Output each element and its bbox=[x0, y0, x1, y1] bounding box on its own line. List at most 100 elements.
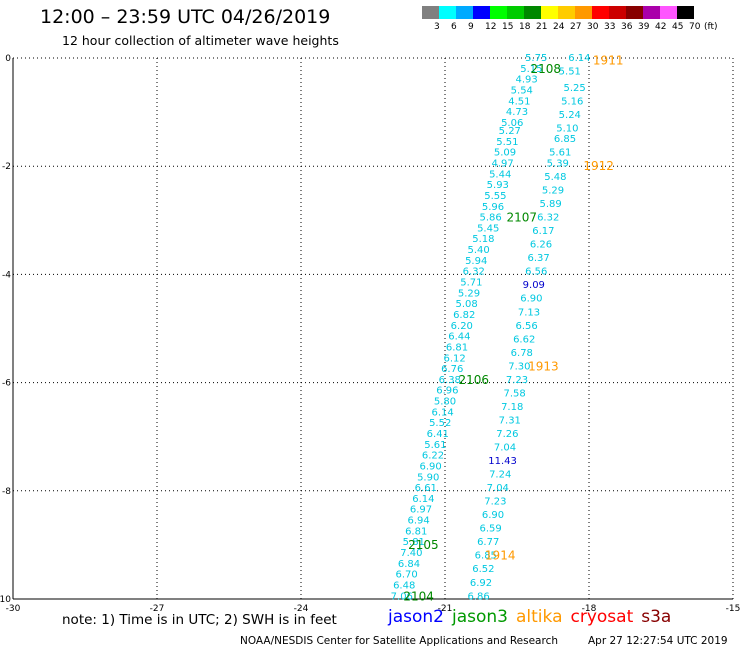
swh-value-label: 6.41 bbox=[427, 429, 449, 440]
scale-label: 3 bbox=[434, 22, 440, 32]
swh-value-label: 5.15 bbox=[520, 64, 542, 75]
swh-value-label: 5.16 bbox=[561, 96, 583, 107]
swh-value-label: 5.29 bbox=[542, 186, 564, 197]
swh-value-label: 5.27 bbox=[499, 126, 521, 137]
swh-value-label: 6.70 bbox=[395, 570, 417, 581]
swh-value-label: 6.14 bbox=[431, 407, 453, 418]
swh-value-label: 6.76 bbox=[441, 364, 463, 375]
swh-value-label: 5.08 bbox=[455, 299, 477, 310]
legend-altika: altika bbox=[516, 607, 563, 627]
swh-value-label: 7.40 bbox=[400, 548, 422, 559]
pass-time-label: 2106 bbox=[459, 373, 490, 387]
swh-value-label: 6.96 bbox=[436, 386, 458, 397]
swh-value-label: 4.97 bbox=[491, 158, 513, 169]
scale-label: 21 bbox=[536, 22, 548, 32]
swh-value-label: 5.25 bbox=[563, 83, 585, 94]
swh-value-label: 7.04 bbox=[487, 483, 509, 494]
swh-value-label: 5.75 bbox=[525, 53, 547, 64]
swh-value-label: 6.77 bbox=[477, 537, 499, 548]
pass-time-label: 2105 bbox=[408, 538, 439, 552]
swh-value-label: 6.81 bbox=[446, 342, 468, 353]
swh-value-label: 7.24 bbox=[489, 470, 511, 481]
scale-swatch-33 bbox=[592, 6, 609, 19]
swh-value-label: 5.55 bbox=[484, 191, 506, 202]
swh-value-label: 6.22 bbox=[422, 451, 444, 462]
swh-value-label: 5.51 bbox=[496, 137, 518, 148]
pass-time-label: 1913 bbox=[528, 359, 559, 373]
y-tick-label: -8 bbox=[2, 487, 11, 497]
credit-line: NOAA/NESDIS Center for Satellite Applica… bbox=[240, 635, 740, 647]
scale-swatch-24 bbox=[541, 6, 558, 19]
credit-source: NOAA/NESDIS Center for Satellite Applica… bbox=[240, 635, 558, 647]
swh-value-label: 5.09 bbox=[494, 148, 516, 159]
swh-value-label: 5.81 bbox=[403, 537, 425, 548]
scale-swatch-15 bbox=[490, 6, 507, 19]
swh-value-label: 5.86 bbox=[479, 213, 501, 224]
swh-value-label: 5.96 bbox=[482, 202, 504, 213]
swh-value-label: 5.90 bbox=[417, 472, 439, 483]
swh-value-label: 11.43 bbox=[488, 456, 517, 467]
legend-jason3: jason3 bbox=[452, 607, 508, 627]
swh-value-label: 6.90 bbox=[520, 294, 542, 305]
swh-value-label: 6.59 bbox=[479, 524, 501, 535]
swh-value-label: 5.93 bbox=[487, 180, 509, 191]
x-tick-label: -24 bbox=[294, 604, 309, 614]
scale-unit: (ft) bbox=[704, 22, 718, 32]
swh-value-label: 6.14 bbox=[412, 494, 434, 505]
swh-value-label: 7.26 bbox=[496, 429, 518, 440]
scale-swatch-45 bbox=[660, 6, 677, 19]
scale-swatch-12 bbox=[473, 6, 490, 19]
swh-value-label: 6.84 bbox=[398, 559, 420, 570]
scale-swatch-27 bbox=[558, 6, 575, 19]
chart-title: 12:00 – 23:59 UTC 04/26/2019 bbox=[40, 6, 331, 28]
swh-value-label: 7.23 bbox=[484, 497, 506, 508]
swh-value-label: 5.80 bbox=[434, 397, 456, 408]
scale-swatch-36 bbox=[609, 6, 626, 19]
swh-value-label: 6.17 bbox=[532, 226, 554, 237]
y-tick-label: -2 bbox=[2, 162, 11, 172]
swh-value-label: 6.56 bbox=[515, 321, 537, 332]
swh-value-label: 5.18 bbox=[472, 234, 494, 245]
scale-label: 42 bbox=[655, 22, 667, 32]
pass-time-label: 1912 bbox=[583, 159, 614, 173]
scale-label: 30 bbox=[587, 22, 599, 32]
pass-time-label: 1914 bbox=[485, 549, 516, 563]
swh-value-label: 6.90 bbox=[419, 461, 441, 472]
swh-value-label: 6.20 bbox=[451, 321, 473, 332]
scale-swatch-42 bbox=[643, 6, 660, 19]
swh-value-label: 6.92 bbox=[470, 578, 492, 589]
swh-value-label: 5.51 bbox=[559, 67, 581, 78]
swh-value-label: 4.93 bbox=[515, 75, 537, 86]
swh-value-label: 7.31 bbox=[499, 415, 521, 426]
swh-value-label: 7.58 bbox=[503, 388, 525, 399]
scale-label: 18 bbox=[519, 22, 531, 32]
credit-timestamp: Apr 27 12:27:54 UTC 2019 bbox=[588, 635, 728, 647]
swh-value-label: 6.12 bbox=[443, 353, 465, 364]
swh-value-label: 6.44 bbox=[448, 332, 470, 343]
swh-value-label: 6.90 bbox=[482, 510, 504, 521]
scale-swatch-30 bbox=[575, 6, 592, 19]
scale-swatch-70 bbox=[677, 6, 694, 19]
x-tick-label: -15 bbox=[726, 604, 740, 614]
scale-label: 39 bbox=[638, 22, 650, 32]
y-tick-label: -10 bbox=[0, 595, 11, 605]
scale-swatch-18 bbox=[507, 6, 524, 19]
scale-swatch-3 bbox=[422, 6, 439, 19]
swh-value-label: 6.32 bbox=[537, 213, 559, 224]
swh-value-label: 4.73 bbox=[506, 107, 528, 118]
swh-value-label: 6.37 bbox=[527, 253, 549, 264]
legend-jason2: jason2 bbox=[388, 607, 444, 627]
y-tick-label: 0 bbox=[5, 54, 11, 64]
x-tick-label: -18 bbox=[582, 604, 597, 614]
swh-value-label: 9.09 bbox=[523, 280, 545, 291]
swh-value-label: 5.94 bbox=[465, 256, 487, 267]
swh-value-label: 5.24 bbox=[559, 110, 581, 121]
scale-label: 70 bbox=[689, 22, 701, 32]
swh-value-label: 6.85 bbox=[475, 551, 497, 562]
swh-value-label: 6.32 bbox=[463, 267, 485, 278]
scale-label: 15 bbox=[502, 22, 514, 32]
swh-value-label: 6.14 bbox=[568, 53, 590, 64]
y-tick-label: -6 bbox=[2, 379, 11, 389]
swh-value-label: 6.38 bbox=[439, 375, 461, 386]
scale-swatch-39 bbox=[626, 6, 643, 19]
